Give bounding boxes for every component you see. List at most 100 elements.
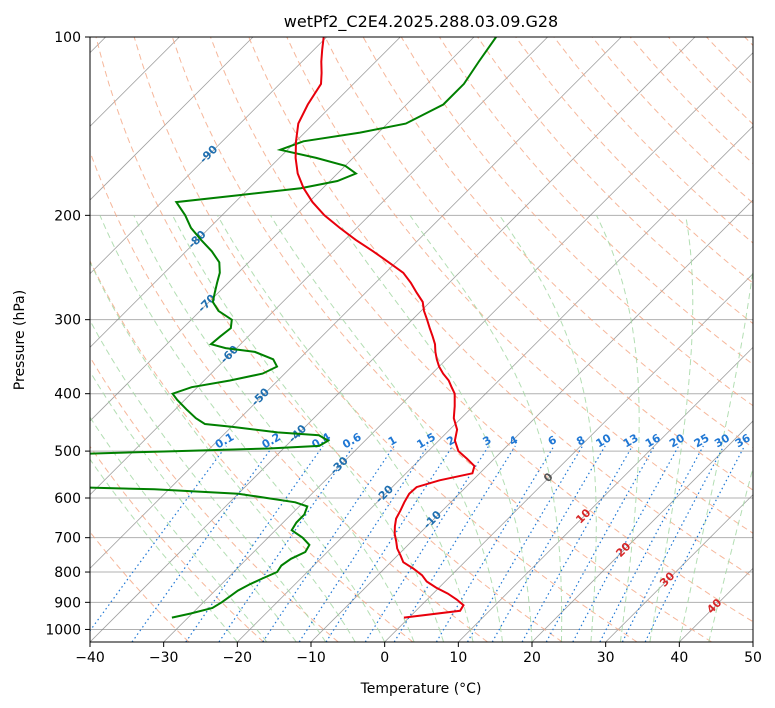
mixing-ratio-label: 1.5 — [414, 430, 437, 451]
mixing-ratio-label: 1 — [386, 433, 399, 448]
chart-title: wetPf2_C2E4.2025.288.03.09.G28 — [284, 12, 558, 32]
isotherm-label: -30 — [328, 454, 351, 477]
y-tick-label: 200 — [54, 208, 81, 224]
dry-adiabat — [248, 37, 753, 578]
skewed-isotherm — [237, 125, 753, 642]
y-tick-label: 900 — [54, 595, 81, 611]
moist-adiabat — [133, 215, 415, 642]
y-tick-label: 800 — [54, 565, 81, 581]
y-tick-label: 500 — [54, 444, 81, 460]
mixing-ratio-line — [521, 445, 634, 642]
moist-adiabat — [649, 215, 694, 642]
mixing-ratio-label: 0.1 — [213, 430, 236, 451]
mixing-ratio-line — [298, 445, 429, 642]
skewed-isotherm — [679, 567, 753, 642]
skewed-isotherm — [90, 37, 548, 496]
dry-adiabat — [515, 37, 753, 284]
mixing-ratio-label: 13 — [621, 431, 641, 450]
isotherm-label: -80 — [185, 228, 208, 251]
x-tick-label: −40 — [75, 650, 105, 666]
isotherm-label: 10 — [573, 506, 593, 526]
skewed-isotherm — [90, 37, 696, 642]
dry-adiabat — [706, 37, 753, 86]
skewed-isotherm — [90, 37, 401, 348]
mixing-ratio-label: 10 — [594, 431, 614, 450]
mixing-ratio-label: 0.6 — [340, 430, 364, 451]
moist-adiabat — [90, 458, 238, 642]
skewed-isotherm — [384, 273, 753, 642]
mixing-ratio-line — [131, 445, 274, 642]
mixing-ratio-line — [393, 445, 516, 642]
x-axis: −40 −30 −20 −10 0 10 20 30 40 50 — [75, 642, 762, 666]
dry-adiabat — [438, 37, 753, 366]
mixing-ratio-label: 30 — [712, 431, 732, 450]
dewpoint-line — [90, 37, 497, 619]
dry-adiabat — [171, 37, 712, 642]
skewed-isotherm — [531, 420, 753, 642]
mixing-ratio-label: 16 — [643, 431, 663, 450]
x-tick-label: 10 — [449, 650, 467, 666]
dry-adiabat — [286, 37, 753, 534]
profiles — [90, 37, 497, 619]
x-tick-label: −20 — [223, 650, 253, 666]
mixing-ratio-line — [572, 445, 680, 642]
x-tick-label: 40 — [670, 650, 688, 666]
skewed-isotherm — [605, 494, 753, 642]
y-tick-label: 700 — [54, 531, 81, 547]
skewed-isotherm — [90, 37, 254, 201]
mixing-ratio-line — [364, 445, 490, 642]
mixing-ratio-label: 3 — [480, 433, 493, 448]
y-tick-label: 600 — [54, 491, 81, 507]
y-axis-title: Pressure (hPa) — [12, 290, 28, 390]
x-tick-label: 50 — [744, 650, 762, 666]
mixing-ratio-line — [599, 445, 704, 642]
moist-adiabat — [90, 260, 356, 642]
plot-frame — [89, 36, 754, 643]
moist-adiabat — [678, 265, 753, 642]
mixing-ratio-line — [491, 445, 606, 642]
x-tick-label: 0 — [380, 650, 389, 666]
dry-adiabat — [95, 37, 563, 642]
moist-adiabat — [90, 416, 268, 642]
mixing-ratio-line — [545, 445, 656, 642]
mixing-ratio-lines — [90, 445, 746, 642]
x-tick-label: −30 — [149, 650, 179, 666]
moist-adiabat — [499, 215, 597, 642]
temperature-line — [294, 37, 476, 619]
y-tick-label: 400 — [54, 387, 81, 403]
dry-adiabat — [744, 37, 753, 47]
y-axis: 100 200 300 400 500 600 700 800 900 1000 — [45, 30, 90, 638]
mixing-ratio-label: 20 — [667, 431, 687, 450]
skewed-isotherms — [90, 37, 753, 642]
dry-adiabat — [90, 356, 339, 642]
x-tick-label: 20 — [523, 650, 541, 666]
mixing-ratio-label: 36 — [733, 431, 753, 450]
isotherm-label: -90 — [197, 142, 220, 165]
mixing-ratio-line — [325, 445, 454, 642]
isotherm-label: -100 — [249, 12, 278, 41]
skewed-isotherm — [752, 641, 753, 642]
skewed-isotherm — [90, 37, 622, 569]
skewed-isotherm — [90, 37, 475, 422]
pressure-gridlines — [90, 37, 753, 630]
dry-adiabat — [133, 37, 638, 642]
dry-adiabat — [90, 259, 414, 642]
dry-adiabat — [90, 531, 190, 642]
moist-adiabat — [270, 215, 503, 642]
moist-adiabat — [409, 215, 563, 642]
mixing-ratio-line — [90, 445, 227, 632]
dry-adiabat — [90, 445, 264, 642]
moist-adiabat — [90, 319, 327, 642]
skewed-isotherm — [163, 52, 753, 642]
dry-adiabat — [668, 37, 753, 125]
x-tick-label: 30 — [597, 650, 615, 666]
moist-adiabat — [90, 370, 297, 642]
mixing-ratio-line — [466, 445, 584, 642]
mixing-ratio-label: 25 — [692, 431, 712, 450]
mixing-ratio-line — [185, 445, 324, 642]
moist-adiabat — [708, 466, 753, 642]
plot-area: -100-90-80-70-60-50-40-30-20-10010203040… — [90, 12, 753, 642]
mixing-ratio-line — [262, 445, 395, 642]
isotherm-label: -20 — [373, 482, 396, 505]
